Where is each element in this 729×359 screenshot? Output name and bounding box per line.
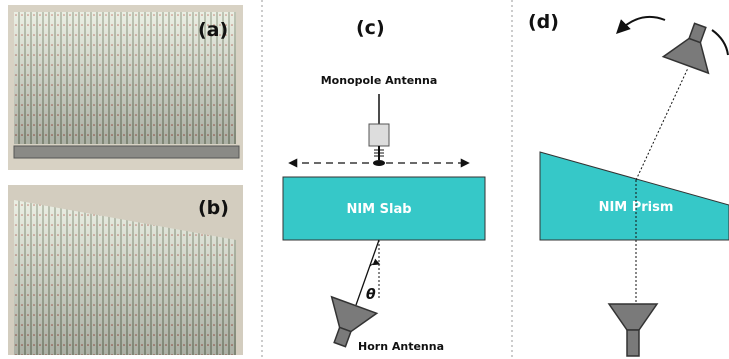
horn-label: Horn Antenna xyxy=(358,340,444,353)
panel-label: (b) xyxy=(198,197,229,219)
panel-label: (c) xyxy=(356,17,385,39)
angle-label: θ xyxy=(366,287,376,303)
monopole-antenna xyxy=(369,94,389,166)
panel-label: (a) xyxy=(198,19,228,41)
horn-antenna xyxy=(609,304,657,356)
figure: (a) (b) (c) Monopole Antenna NIM Slab θ … xyxy=(0,0,729,359)
slab-label: NIM Slab xyxy=(346,202,411,217)
rotation-arrow xyxy=(618,17,665,32)
angle-arc xyxy=(370,263,379,266)
panel-label: (d) xyxy=(528,11,559,33)
monopole-label: Monopole Antenna xyxy=(321,74,438,87)
rotation-arrow xyxy=(712,30,728,55)
horn-antenna xyxy=(663,17,722,73)
beam-line xyxy=(636,68,688,180)
nim-prism xyxy=(540,152,729,240)
